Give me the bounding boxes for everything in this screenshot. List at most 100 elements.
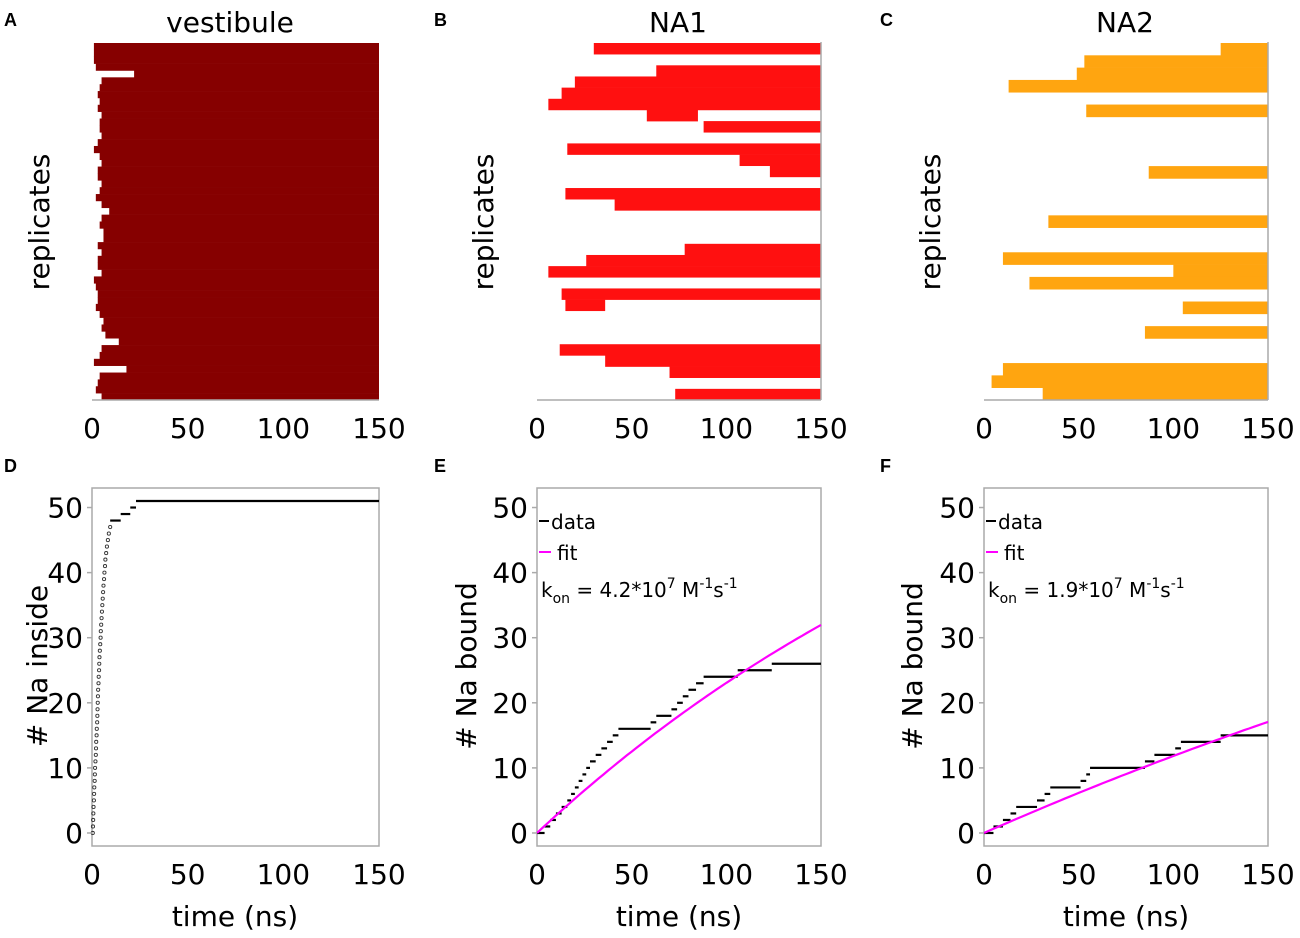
panel-a-bar	[99, 152, 380, 161]
panel-a-xtick-label: 0	[83, 412, 101, 445]
panel-a-bar	[95, 194, 380, 202]
panel-d-point	[105, 538, 110, 543]
panel-f-marks	[983, 720, 1269, 835]
panel-f-xtick-label: 150	[1241, 858, 1294, 891]
panel-e-xtick-label: 50	[614, 858, 650, 891]
panel-d-point	[91, 798, 96, 803]
panel-label-c: C	[880, 10, 893, 30]
panel-a-bar	[93, 145, 379, 154]
panel-b-bar	[684, 243, 821, 256]
panel-a-xtick-label: 50	[170, 412, 206, 445]
panel-a-bar	[93, 276, 379, 284]
panel-a-bar	[95, 283, 380, 291]
panel-a-bar	[101, 393, 380, 401]
panel-e-kon: kon = 4.2*107 M-1s-1	[541, 576, 738, 607]
panel-b-bar	[559, 344, 821, 356]
panel-d-yticks: 0 10 20 30 40 50	[47, 492, 92, 850]
panel-b-bar	[769, 165, 821, 178]
panel-a-vestibule: vestibule replicates 0 50 100 150	[23, 6, 406, 445]
panel-a-ylabel: replicates	[23, 154, 56, 291]
panel-a-bar	[95, 63, 380, 71]
panel-e-ytick-label: 30	[492, 622, 528, 655]
panel-b-bar	[548, 266, 821, 278]
panel-a-bar	[101, 180, 380, 188]
panel-a-bar	[93, 49, 379, 58]
panel-b-xtick-label: 100	[700, 412, 753, 445]
panel-b-bar	[567, 143, 821, 155]
panel-a-title: vestibule	[166, 6, 294, 39]
panel-d-point	[103, 557, 108, 562]
panel-a-bar	[134, 70, 379, 78]
panel-d-point	[94, 733, 99, 738]
panel-d-xtick-label: 50	[170, 858, 206, 891]
panel-d-point	[95, 713, 100, 718]
panel-e-xtick-label: 150	[794, 858, 847, 891]
panel-d-point	[93, 752, 98, 757]
panel-b-bar	[656, 65, 821, 77]
panel-b-bar	[574, 76, 821, 88]
panel-c-bar	[1008, 79, 1268, 93]
panel-d-xtick-label: 150	[352, 858, 405, 891]
panel-label-a: A	[4, 10, 17, 30]
panel-d-point	[93, 765, 98, 770]
panel-f-ylabel: # Na bound	[896, 582, 929, 750]
panel-d-point	[98, 635, 103, 640]
panel-e-xtick-label: 100	[700, 858, 753, 891]
panel-f-xticks: 0 50 100 150	[975, 858, 1295, 891]
panel-d-point	[93, 759, 98, 764]
panel-b-bar	[605, 355, 821, 367]
panel-c-bar	[1144, 326, 1268, 339]
panel-a-bar	[97, 262, 380, 270]
panel-a-bar	[97, 173, 380, 181]
panel-a-bar	[97, 104, 380, 112]
panel-e-legend-fit: fit	[557, 541, 578, 565]
panel-e-ytick-label: 10	[492, 752, 528, 785]
panel-d-point	[91, 804, 96, 809]
panel-f-legend-fit: fit	[1004, 541, 1025, 565]
panel-d-point	[93, 746, 99, 751]
panel-b-bar	[703, 121, 821, 133]
panel-d-ytick-label: 10	[47, 752, 83, 785]
panel-b-bar	[548, 98, 821, 111]
panel-a-bar	[97, 166, 380, 174]
panel-a-bar	[93, 43, 379, 51]
panel-e-ytick-label: 0	[510, 817, 528, 850]
panel-d-na-inside: # Na inside time (ns) 0 50 100 150 0 10 20 30 4…	[21, 487, 406, 933]
panel-c-bar	[1076, 67, 1268, 81]
panel-f-xtick-label: 50	[1061, 858, 1097, 891]
panel-d-point	[99, 609, 104, 614]
panel-f-xtick-label: 0	[975, 858, 993, 891]
panel-b-xtick-label: 0	[528, 412, 546, 445]
panel-f-frame	[983, 487, 1269, 847]
panel-b-bar	[565, 299, 606, 312]
panel-b-bar	[593, 43, 821, 55]
panel-label-e: E	[434, 456, 446, 476]
panel-e-xtick-label: 0	[528, 858, 546, 891]
panel-d-xtick-label: 0	[83, 858, 101, 891]
panel-d-point	[104, 544, 109, 549]
panel-e-legend: data fit kon = 4.2*107 M-1s-1	[539, 510, 738, 607]
panel-d-point	[94, 739, 99, 744]
panel-b-bars	[548, 43, 821, 401]
panel-d-ytick-label: 0	[65, 817, 83, 850]
panel-c-ylabel: replicates	[914, 154, 947, 291]
panel-d-point	[92, 772, 97, 777]
panel-a-bar	[95, 303, 380, 312]
panel-a-bar	[101, 132, 380, 140]
panel-a-bar	[99, 187, 380, 195]
panel-b-bar	[675, 388, 821, 401]
panel-a-bar	[99, 310, 380, 318]
panel-d-point	[91, 811, 96, 816]
panel-f-xtick-label: 100	[1147, 858, 1200, 891]
panel-c-bar	[1048, 215, 1268, 228]
panel-c-xticks: 0 50 100 150	[975, 412, 1295, 445]
panel-d-point	[101, 590, 106, 595]
panel-f-na2-bound: # Na bound time (ns) 0 50 100 150 0 10 20 30 40…	[896, 487, 1295, 933]
panel-b-xtick-label: 150	[794, 412, 847, 445]
panel-c-bar	[1002, 252, 1268, 265]
panel-d-point	[108, 525, 113, 530]
panel-f-ytick-label: 20	[939, 687, 975, 720]
panel-label-d: D	[4, 456, 17, 476]
panel-a-bar	[93, 358, 379, 366]
